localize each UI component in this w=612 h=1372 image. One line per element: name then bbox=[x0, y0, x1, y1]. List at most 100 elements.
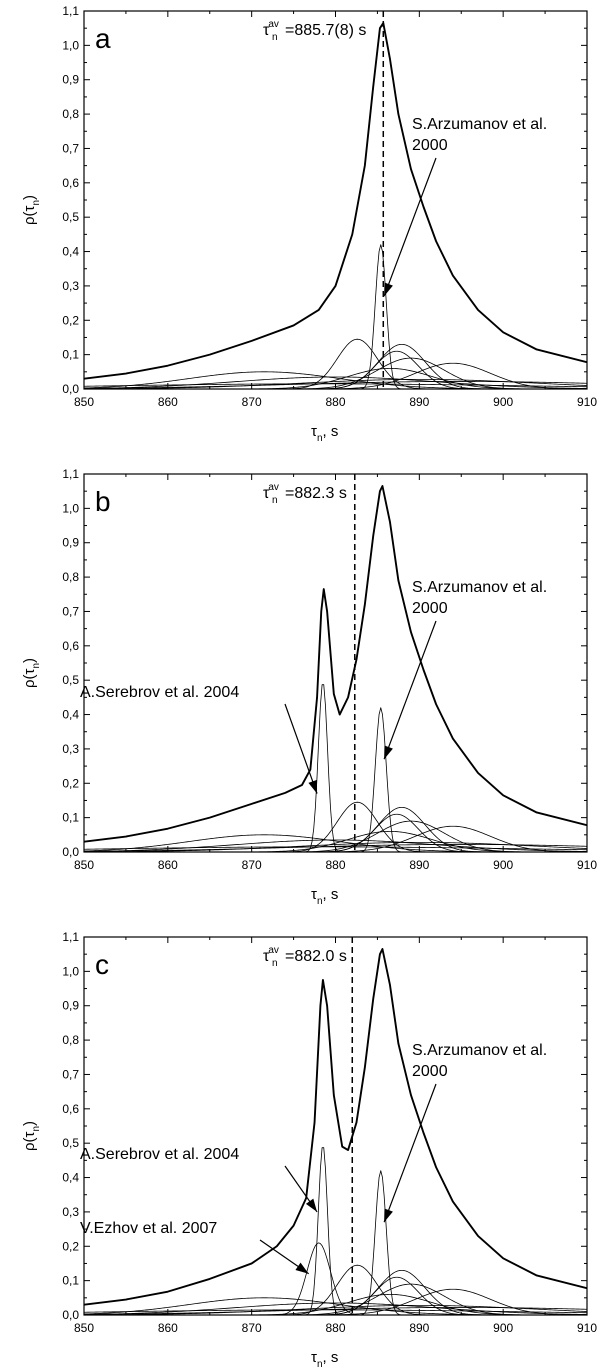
x-axis-label-sub: n bbox=[317, 1359, 323, 1370]
annotation-text: S.Arzumanov et al. bbox=[412, 1042, 547, 1059]
y-tick-label: 0,7 bbox=[62, 1067, 79, 1081]
x-tick-label: 850 bbox=[74, 1321, 94, 1335]
x-tick-label: 860 bbox=[158, 395, 178, 409]
y-tick-label: 0,6 bbox=[62, 176, 79, 190]
y-tick-label: 1,0 bbox=[62, 501, 79, 515]
component-curve-3 bbox=[84, 801, 587, 852]
component-curve-1 bbox=[84, 1147, 587, 1315]
component-curve-2 bbox=[84, 1242, 587, 1315]
annotation-arrow-line bbox=[284, 703, 318, 794]
annotation-arrow-line bbox=[383, 157, 437, 297]
x-axis-label-sub: n bbox=[317, 896, 323, 907]
annotation-0: S.Arzumanov et al. 2000 bbox=[383, 116, 547, 297]
y-tick-label: 0,1 bbox=[62, 1274, 79, 1288]
y-tick-label: 0,8 bbox=[62, 107, 79, 121]
x-tick-label: 860 bbox=[158, 858, 178, 872]
series-group bbox=[84, 948, 587, 1315]
component-curve-10 bbox=[84, 839, 587, 852]
x-tick-label: 870 bbox=[242, 858, 262, 872]
annotation-0: S.Arzumanov et al. 2000 bbox=[383, 579, 547, 760]
panel-label: b bbox=[95, 486, 111, 517]
average-label-sup: av bbox=[268, 19, 279, 30]
x-axis-label-unit: , s bbox=[323, 886, 339, 903]
x-tick-label: 890 bbox=[409, 395, 429, 409]
x-tick-label: 860 bbox=[158, 1321, 178, 1335]
y-tick-label: 0,2 bbox=[62, 1239, 79, 1253]
average-label-sub: n bbox=[272, 958, 278, 969]
annotation-text: 2000 bbox=[412, 1063, 448, 1080]
y-tick-label: 0,9 bbox=[62, 73, 79, 87]
component-curve-5 bbox=[84, 813, 587, 852]
plot-frame bbox=[83, 10, 588, 390]
x-tick-label: 850 bbox=[74, 395, 94, 409]
annotation-text: 2000 bbox=[412, 137, 448, 154]
y-axis-label-sub: n bbox=[31, 1126, 42, 1132]
average-label-sub: n bbox=[272, 495, 278, 506]
x-tick-label: 850 bbox=[74, 858, 94, 872]
annotation-arrowhead bbox=[305, 1198, 318, 1212]
y-tick-label: 0,9 bbox=[62, 536, 79, 550]
y-tick-label: 0,0 bbox=[62, 382, 79, 396]
y-axis-label-pre: ρ(τ bbox=[21, 205, 38, 225]
component-curve-12 bbox=[84, 383, 587, 388]
x-axis-label-unit: , s bbox=[323, 1349, 339, 1366]
component-curve-11 bbox=[84, 381, 587, 389]
series-group bbox=[84, 485, 587, 852]
y-tick-label: 0,0 bbox=[62, 845, 79, 859]
x-axis-label-unit: , s bbox=[323, 423, 339, 440]
average-label-symbol: τ bbox=[263, 485, 270, 502]
x-tick-label: 890 bbox=[409, 858, 429, 872]
annotation-1: A.Serebrov et al. 2004 bbox=[80, 1146, 318, 1213]
x-axis-label: τn, s bbox=[311, 1349, 338, 1370]
x-tick-label: 910 bbox=[577, 395, 597, 409]
annotation-arrowhead bbox=[308, 779, 318, 794]
annotation-arrowhead bbox=[384, 282, 393, 297]
x-tick-label: 900 bbox=[493, 395, 513, 409]
y-axis-label: ρ(τn) bbox=[21, 195, 42, 225]
component-curve-14 bbox=[84, 1309, 587, 1314]
annotation-2: V.Ezhov et al. 2007 bbox=[80, 1220, 310, 1275]
y-axis-label-post: ) bbox=[21, 1121, 38, 1126]
y-tick-label: 0,5 bbox=[62, 1136, 79, 1150]
annotation-1: A.Serebrov et al. 2004 bbox=[80, 684, 318, 794]
x-axis-label-symbol: τ bbox=[311, 886, 317, 903]
annotation-text: A.Serebrov et al. 2004 bbox=[80, 684, 239, 701]
y-tick-label: 0,3 bbox=[62, 1205, 79, 1219]
component-curve-9 bbox=[84, 376, 587, 389]
sum-curve bbox=[84, 948, 587, 1306]
y-tick-label: 0,8 bbox=[62, 570, 79, 584]
chart-panel-b: 0,0 0,1 0,2 0,3 0,4 0,5 0,6 0,7 0,8 0,9 1,0 1,1 850 8… bbox=[21, 467, 597, 907]
annotation-text: 2000 bbox=[412, 600, 448, 617]
panel-label: a bbox=[95, 23, 111, 54]
average-label-value: =882.0 s bbox=[285, 948, 347, 965]
y-tick-label: 0,4 bbox=[62, 1171, 79, 1185]
y-tick-label: 0,2 bbox=[62, 313, 79, 327]
y-tick-label: 0,3 bbox=[62, 279, 79, 293]
chart-panel-a: 0,0 0,1 0,2 0,3 0,4 0,5 0,6 0,7 0,8 0,9 1,0 1,1 850 8… bbox=[21, 4, 597, 444]
average-label: τav n =882.0 s bbox=[263, 945, 347, 969]
x-tick-label: 890 bbox=[409, 1321, 429, 1335]
annotation-arrowhead bbox=[384, 745, 393, 760]
component-curve-4 bbox=[84, 1264, 587, 1315]
x-axis-label-sub: n bbox=[317, 433, 323, 444]
y-tick-label: 0,7 bbox=[62, 141, 79, 155]
x-tick-label: 880 bbox=[325, 858, 345, 872]
component-curve-1 bbox=[84, 684, 587, 852]
x-tick-label: 910 bbox=[577, 1321, 597, 1335]
component-curve-13 bbox=[84, 846, 587, 851]
y-tick-label: 1,0 bbox=[62, 38, 79, 52]
y-tick-label: 0,7 bbox=[62, 604, 79, 618]
y-tick-label: 0,4 bbox=[62, 245, 79, 259]
y-tick-label: 1,1 bbox=[62, 4, 79, 18]
annotation-text: S.Arzumanov et al. bbox=[412, 579, 547, 596]
annotation-text: V.Ezhov et al. 2007 bbox=[80, 1220, 217, 1237]
y-tick-label: 0,1 bbox=[62, 811, 79, 825]
y-tick-label: 1,1 bbox=[62, 467, 79, 481]
average-label-symbol: τ bbox=[263, 22, 270, 39]
x-tick-label: 880 bbox=[325, 1321, 345, 1335]
y-tick-label: 1,1 bbox=[62, 930, 79, 944]
chart-panel-c: 0,0 0,1 0,2 0,3 0,4 0,5 0,6 0,7 0,8 0,9 1,0 1,1 850 8… bbox=[21, 930, 597, 1370]
annotation-arrowhead bbox=[295, 1262, 309, 1274]
component-curve-6 bbox=[84, 1276, 587, 1315]
